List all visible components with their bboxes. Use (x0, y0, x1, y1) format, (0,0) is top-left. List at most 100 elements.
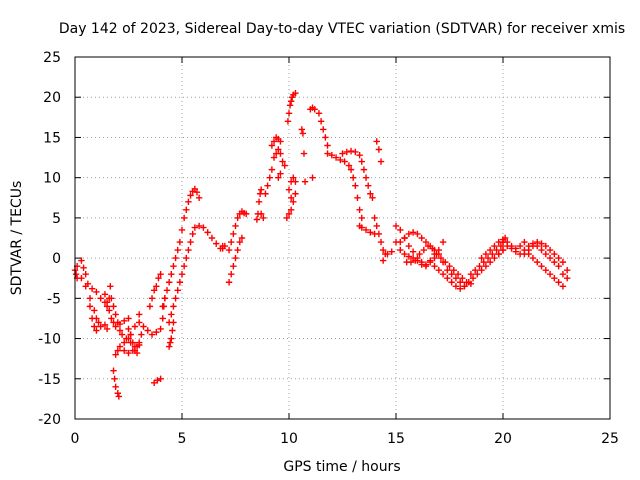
data-point (228, 238, 235, 246)
data-point (452, 275, 460, 282)
data-point (292, 190, 299, 197)
data-point (429, 245, 436, 252)
data-point (129, 339, 136, 346)
series-arc-11 (159, 185, 203, 310)
data-point (354, 194, 361, 201)
data-point (356, 151, 363, 159)
data-point (170, 303, 177, 310)
data-point (322, 134, 329, 141)
data-point (277, 138, 284, 145)
data-point (157, 325, 164, 333)
data-point (324, 142, 331, 149)
data-point (159, 315, 166, 322)
data-point (418, 234, 425, 242)
data-point (200, 224, 207, 231)
data-point (407, 258, 415, 266)
data-point (474, 271, 481, 278)
data-point (422, 238, 430, 246)
data-point (538, 240, 545, 247)
series-arc-32 (392, 238, 438, 270)
data-point (125, 349, 132, 357)
data-point (486, 258, 494, 266)
data-point (277, 150, 284, 157)
data-point (542, 242, 549, 250)
data-point (489, 250, 496, 258)
data-point (534, 242, 541, 250)
data-point (405, 253, 413, 260)
data-point (153, 328, 160, 336)
data-point (493, 246, 500, 254)
data-point (101, 291, 109, 298)
data-point (221, 242, 228, 250)
x-tick-label: 20 (494, 431, 512, 447)
data-point (112, 323, 119, 330)
series-arc-41 (101, 291, 132, 330)
data-point (230, 230, 237, 238)
data-point (431, 262, 438, 270)
data-point (170, 262, 177, 270)
series-arc-3 (86, 303, 111, 334)
data-point (461, 283, 468, 290)
data-point (121, 347, 128, 354)
data-point (358, 214, 365, 222)
data-point (427, 258, 434, 266)
data-point (467, 271, 475, 278)
data-point (91, 307, 98, 314)
data-point (168, 271, 175, 278)
data-point (424, 242, 432, 250)
data-point (364, 182, 372, 189)
series-arc-46 (275, 170, 284, 181)
data-point (281, 162, 288, 169)
data-point (114, 347, 121, 354)
data-point (529, 240, 537, 247)
data-point (480, 258, 487, 266)
data-point (478, 254, 485, 262)
data-point (504, 242, 511, 250)
series-arc-22 (298, 126, 309, 185)
data-point (491, 254, 498, 262)
data-point (350, 174, 357, 181)
data-point (168, 335, 175, 342)
data-point (157, 271, 164, 278)
data-point (228, 271, 235, 278)
data-point (384, 250, 391, 258)
data-point (339, 150, 346, 157)
data-point (236, 238, 243, 246)
data-point (178, 271, 186, 278)
data-point (284, 118, 292, 125)
data-point (534, 258, 541, 266)
data-point (317, 118, 325, 125)
data-point (234, 246, 241, 254)
y-tick-label: 5 (52, 211, 61, 227)
data-point (551, 258, 558, 266)
series-arc-24 (315, 110, 331, 149)
series-arc-40 (525, 240, 571, 282)
data-point (161, 295, 169, 302)
data-point (140, 323, 147, 330)
marks-layer (71, 90, 571, 400)
series-arc-10 (150, 375, 164, 386)
series-arc-30 (379, 248, 395, 264)
series-arc-6 (110, 367, 123, 400)
data-point (559, 258, 567, 266)
data-point (176, 238, 184, 246)
data-point (133, 349, 141, 357)
data-point (155, 275, 162, 282)
data-point (448, 271, 455, 278)
data-point (525, 242, 532, 250)
data-point (193, 188, 201, 196)
data-point (444, 275, 451, 282)
y-tick-label: -10 (38, 332, 61, 348)
data-point (444, 266, 451, 274)
data-point (433, 250, 440, 258)
data-point (185, 198, 192, 205)
data-point (91, 323, 98, 330)
series-arc-45 (257, 210, 267, 222)
series-arc-21 (283, 174, 299, 222)
data-point (401, 234, 408, 242)
data-point (93, 327, 100, 334)
data-point (369, 194, 376, 201)
data-point (243, 210, 250, 218)
data-point (446, 262, 453, 270)
data-point (112, 383, 119, 391)
